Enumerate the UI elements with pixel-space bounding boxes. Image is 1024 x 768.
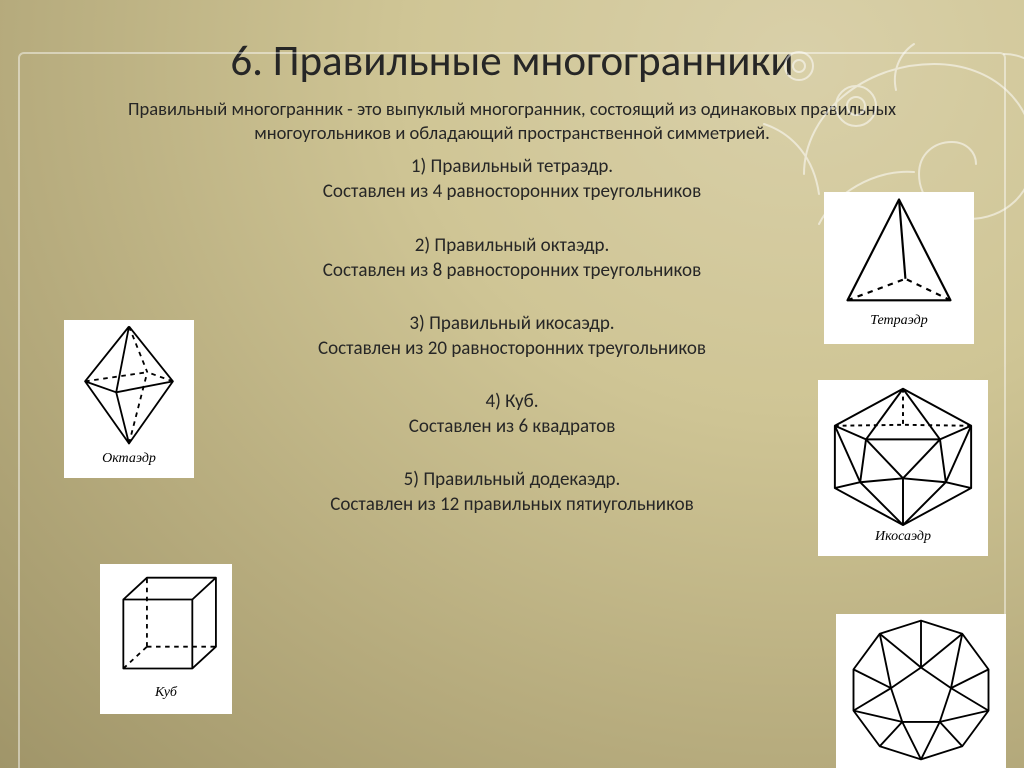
figure-caption: Тетраэдр [870, 313, 928, 329]
item-head: 1) Правильный тетраэдр. [0, 154, 1024, 179]
figure-dodecahedron: Додекаэдр [836, 614, 1006, 768]
octahedron-icon [69, 321, 189, 449]
figure-caption: Икосаэдр [875, 529, 931, 545]
dodecahedron-icon [841, 615, 1001, 765]
figure-octahedron: Октаэдр [64, 320, 194, 478]
figure-tetrahedron: Тетраэдр [824, 192, 974, 344]
figure-caption: Октаэдр [102, 451, 156, 467]
icosahedron-icon [823, 381, 983, 527]
figure-icosahedron: Икосаэдр [818, 380, 988, 556]
cube-icon [105, 565, 227, 683]
figure-cube: Куб [100, 564, 232, 714]
figure-caption: Куб [155, 685, 177, 701]
definition-text: Правильный многогранник - это выпуклый м… [72, 97, 952, 144]
page-title: 6. Правильные многогранники [0, 34, 1024, 87]
tetrahedron-icon [829, 193, 969, 311]
